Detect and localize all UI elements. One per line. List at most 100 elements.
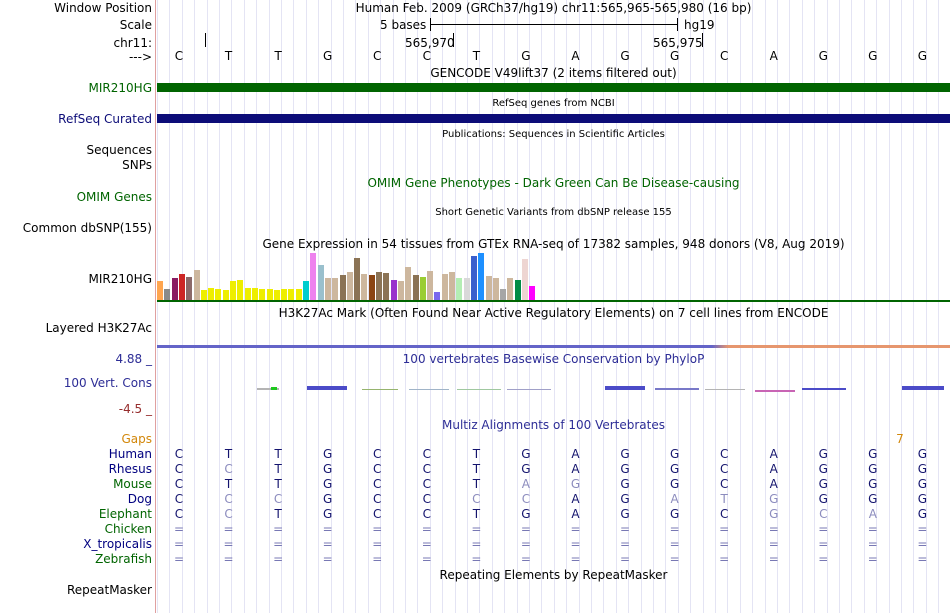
- snps-track-label[interactable]: SNPs: [122, 158, 152, 172]
- gtex-tissue-bar[interactable]: [397, 280, 404, 300]
- gtex-tissue-bar[interactable]: [310, 252, 317, 300]
- cons-track-label[interactable]: 100 Vert. Cons: [63, 376, 152, 390]
- aligned-base: C: [373, 492, 382, 506]
- gtex-tissue-bar[interactable]: [324, 278, 331, 300]
- gtex-track-label[interactable]: MIR210HG: [88, 272, 152, 286]
- omim-track-label[interactable]: OMIM Genes: [76, 190, 152, 204]
- grid-line: [157, 0, 158, 613]
- gtex-tissue-bar[interactable]: [354, 257, 361, 300]
- gtex-tissue-bar[interactable]: [434, 292, 441, 300]
- aligned-base: =: [719, 552, 730, 566]
- gtex-tissue-bar[interactable]: [237, 279, 244, 300]
- aligned-base: =: [917, 522, 928, 536]
- gtex-tissue-bar[interactable]: [157, 280, 163, 300]
- species-label[interactable]: Rhesus: [108, 462, 152, 476]
- gtex-tissue-bar[interactable]: [259, 289, 266, 300]
- grid-line: [516, 0, 518, 613]
- dbsnp-track-label[interactable]: Common dbSNP(155): [22, 221, 152, 235]
- aligned-base: C: [373, 462, 382, 476]
- sequences-track-label[interactable]: Sequences: [86, 143, 152, 157]
- dbsnp-track-title[interactable]: Short Genetic Variants from dbSNP releas…: [435, 207, 672, 218]
- gtex-tissue-bar[interactable]: [251, 288, 258, 300]
- gtex-tissue-bar[interactable]: [332, 278, 339, 300]
- gtex-tissue-bar[interactable]: [449, 272, 455, 300]
- gtex-tissue-bar[interactable]: [522, 259, 528, 300]
- cons-mark: [755, 390, 795, 392]
- gtex-tissue-bar[interactable]: [383, 273, 390, 300]
- cons-track-title[interactable]: 100 vertebrates Basewise Conservation by…: [402, 352, 705, 366]
- gtex-tissue-bar[interactable]: [514, 279, 521, 300]
- omim-track-title[interactable]: OMIM Gene Phenotypes - Dark Green Can Be…: [367, 176, 740, 190]
- species-label[interactable]: Dog: [127, 492, 152, 506]
- aligned-base: =: [917, 552, 928, 566]
- gtex-tissue-bar[interactable]: [230, 280, 236, 300]
- cons-mark: [362, 389, 398, 390]
- gtex-tissue-bar[interactable]: [200, 290, 207, 300]
- gtex-track-title[interactable]: Gene Expression in 54 tissues from GTEx …: [262, 237, 845, 251]
- species-label[interactable]: X_tropicalis: [83, 537, 152, 551]
- h3k27ac-track-label[interactable]: Layered H3K27Ac: [45, 321, 152, 335]
- gtex-tissue-bar[interactable]: [281, 289, 288, 300]
- gtex-tissue-bar[interactable]: [529, 285, 536, 300]
- gencode-track-label[interactable]: MIR210HG: [88, 81, 152, 95]
- species-label[interactable]: Chicken: [104, 522, 152, 536]
- gtex-bar-chart[interactable]: [157, 252, 537, 300]
- gtex-tissue-bar[interactable]: [222, 290, 229, 300]
- gtex-tissue-bar[interactable]: [317, 265, 324, 300]
- multiz-track-title[interactable]: Multiz Alignments of 100 Vertebrates: [441, 418, 666, 432]
- base-letter: G: [620, 49, 630, 63]
- aligned-base: G: [818, 477, 828, 491]
- gtex-tissue-bar[interactable]: [208, 288, 215, 300]
- gtex-tissue-bar[interactable]: [478, 252, 485, 300]
- gtex-tissue-bar[interactable]: [215, 289, 222, 300]
- species-label[interactable]: Human: [108, 447, 152, 461]
- species-label[interactable]: Mouse: [113, 477, 152, 491]
- gtex-tissue-bar[interactable]: [485, 276, 492, 300]
- gtex-tissue-bar[interactable]: [193, 270, 200, 300]
- gtex-tissue-bar[interactable]: [339, 275, 346, 300]
- species-label[interactable]: Zebrafish: [95, 552, 152, 566]
- refseq-gene-bar[interactable]: [157, 114, 950, 123]
- refseq-track-label[interactable]: RefSeq Curated: [58, 112, 152, 126]
- repeatmasker-track-title[interactable]: Repeating Elements by RepeatMasker: [439, 568, 668, 582]
- gtex-tissue-bar[interactable]: [427, 271, 434, 300]
- gtex-tissue-bar[interactable]: [405, 267, 412, 300]
- gtex-tissue-bar[interactable]: [186, 276, 193, 300]
- gtex-tissue-bar[interactable]: [178, 273, 185, 300]
- repeatmasker-track-label[interactable]: RepeatMasker: [66, 583, 152, 597]
- gtex-tissue-bar[interactable]: [295, 289, 302, 300]
- window-position-value[interactable]: Human Feb. 2009 (GRCh37/hg19) chr11:565,…: [355, 1, 752, 15]
- gtex-tissue-bar[interactable]: [244, 287, 251, 300]
- h3k27ac-track-title[interactable]: H3K27Ac Mark (Often Found Near Active Re…: [278, 306, 829, 320]
- aligned-base: G: [917, 477, 928, 491]
- gencode-gene-bar[interactable]: [157, 83, 950, 92]
- gtex-tissue-bar[interactable]: [171, 278, 178, 300]
- gtex-tissue-bar[interactable]: [463, 278, 470, 300]
- cons-mark: [902, 386, 944, 390]
- gtex-tissue-bar[interactable]: [390, 279, 397, 300]
- publications-track-title[interactable]: Publications: Sequences in Scientific Ar…: [442, 129, 665, 140]
- gtex-tissue-bar[interactable]: [346, 272, 353, 300]
- aligned-base: =: [421, 537, 432, 551]
- gtex-tissue-bar[interactable]: [441, 273, 448, 300]
- gtex-tissue-bar[interactable]: [164, 289, 171, 300]
- refseq-track-title[interactable]: RefSeq genes from NCBI: [492, 98, 615, 109]
- aligned-base: G: [620, 462, 630, 476]
- gtex-tissue-bar[interactable]: [412, 275, 419, 300]
- gtex-tissue-bar[interactable]: [368, 275, 375, 300]
- gtex-tissue-bar[interactable]: [273, 290, 280, 300]
- gtex-tissue-bar[interactable]: [303, 280, 309, 300]
- gtex-tissue-bar[interactable]: [500, 289, 507, 300]
- gtex-tissue-bar[interactable]: [470, 255, 477, 300]
- aligned-base: C: [719, 477, 729, 491]
- gtex-tissue-bar[interactable]: [266, 289, 273, 300]
- gtex-tissue-bar[interactable]: [492, 278, 499, 300]
- gtex-tissue-bar[interactable]: [361, 273, 368, 300]
- gtex-tissue-bar[interactable]: [419, 276, 426, 300]
- gtex-tissue-bar[interactable]: [376, 272, 382, 300]
- gtex-tissue-bar[interactable]: [456, 278, 463, 300]
- gencode-track-title[interactable]: GENCODE V49lift37 (2 items filtered out): [430, 66, 677, 80]
- gtex-tissue-bar[interactable]: [288, 289, 295, 300]
- species-label[interactable]: Elephant: [98, 507, 152, 521]
- gtex-tissue-bar[interactable]: [507, 278, 514, 300]
